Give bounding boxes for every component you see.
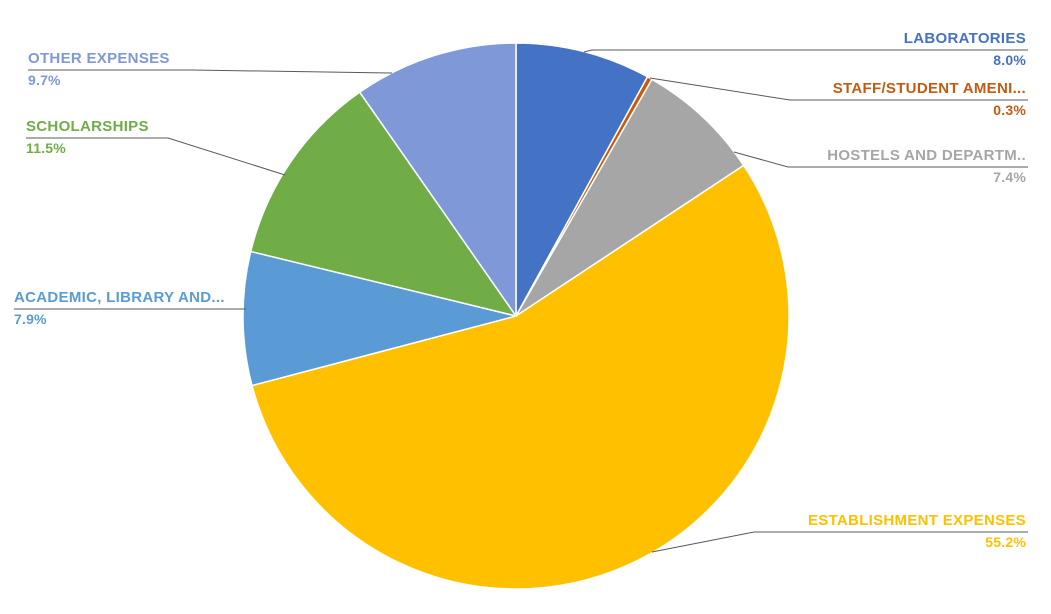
slice-percent-laboratories: 8.0% bbox=[993, 52, 1026, 68]
leader-line-establishment-expenses bbox=[651, 531, 1028, 553]
pie-slices bbox=[242, 42, 790, 590]
leader-line-laboratories bbox=[583, 49, 1028, 53]
slice-percent-staff-student-ameni: 0.3% bbox=[993, 102, 1026, 118]
leader-line-staff-student-ameni bbox=[649, 77, 1028, 101]
pie-slice-academic-library-and[interactable] bbox=[242, 250, 517, 387]
slice-label-academic-library-and: ACADEMIC, LIBRARY AND... bbox=[14, 289, 225, 306]
slice-labels: LABORATORIES 8.0% STAFF/STUDENT AMENI... 0.… bbox=[14, 30, 1026, 550]
slice-percent-hostels-and-departm: 7.4% bbox=[993, 169, 1026, 185]
leader-line-hostels-and-departm bbox=[733, 151, 1028, 168]
slice-percent-scholarships: 11.5% bbox=[26, 140, 66, 156]
slice-percent-academic-library-and: 7.9% bbox=[14, 311, 47, 327]
leader-lines bbox=[14, 49, 1028, 553]
pie-slice-hostels-and-departm[interactable] bbox=[515, 78, 745, 317]
slice-percent-other-expenses: 9.7% bbox=[28, 72, 61, 88]
pie-slice-scholarships[interactable] bbox=[249, 91, 517, 317]
slice-label-scholarships: SCHOLARSHIPS bbox=[26, 118, 149, 135]
slice-label-hostels-and-departm: HOSTELS AND DEPARTM.. bbox=[827, 147, 1026, 164]
slice-label-establishment-expenses: ESTABLISHMENT EXPENSES bbox=[808, 512, 1026, 529]
slice-label-staff-student-ameni: STAFF/STUDENT AMENI... bbox=[833, 80, 1026, 97]
slice-percent-establishment-expenses: 55.2% bbox=[985, 534, 1026, 550]
pie-slice-other-expenses[interactable] bbox=[358, 42, 517, 317]
leader-line-other-expenses bbox=[28, 69, 393, 74]
pie-slice-establishment-expenses[interactable] bbox=[251, 164, 790, 590]
pie-slice-laboratories[interactable] bbox=[515, 42, 649, 317]
leader-line-scholarships bbox=[26, 137, 286, 176]
slice-label-laboratories: LABORATORIES bbox=[904, 30, 1026, 47]
slice-label-other-expenses: OTHER EXPENSES bbox=[28, 50, 170, 67]
